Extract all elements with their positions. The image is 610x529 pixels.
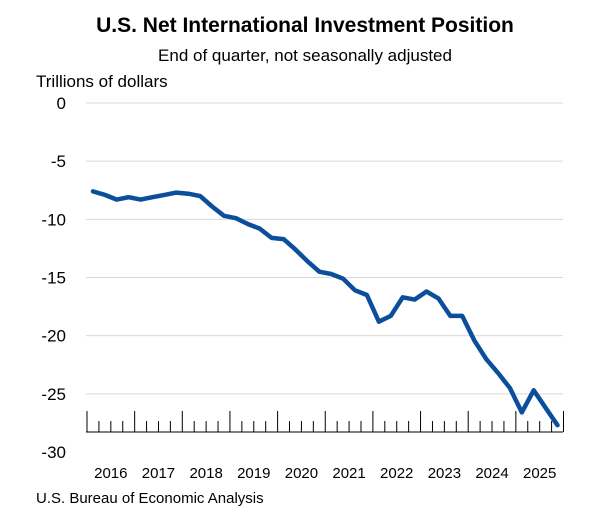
x-tick-label: 2017 — [142, 465, 175, 482]
x-tick-label: 2022 — [380, 465, 413, 482]
x-tick-label: 2016 — [94, 465, 127, 482]
x-tick-label: 2020 — [285, 465, 318, 482]
y-axis-label: Trillions of dollars — [36, 72, 168, 91]
x-tick-label: 2023 — [428, 465, 461, 482]
series-lines — [90, 189, 560, 428]
source-note: U.S. Bureau of Economic Analysis — [36, 490, 264, 507]
y-axis-ticks: 0 -5 -10 -15 -20 -25 -30 — [41, 94, 66, 462]
x-tick-label: 2025 — [523, 465, 556, 482]
y-tick-label: -10 — [41, 210, 66, 229]
y-tick-label: -30 — [41, 443, 66, 462]
y-tick-label: -20 — [41, 327, 66, 346]
x-tick-label: 2024 — [475, 465, 508, 482]
gridlines — [86, 102, 563, 395]
y-tick-label: -25 — [41, 385, 66, 404]
x-tick-label: 2018 — [189, 465, 222, 482]
y-tick-label: -15 — [41, 269, 66, 288]
y-tick-label: 0 — [57, 94, 66, 113]
x-axis: 2016 2017 2018 2019 2020 2021 2022 2023 2024 2025 — [86, 411, 564, 482]
y-tick-label: -5 — [51, 152, 66, 171]
series-line — [90, 189, 560, 428]
chart-title: U.S. Net International Investment Positi… — [96, 14, 514, 37]
chart-subtitle: End of quarter, not seasonally adjusted — [158, 46, 452, 65]
x-tick-label: 2021 — [332, 465, 365, 482]
x-tick-label: 2019 — [237, 465, 270, 482]
